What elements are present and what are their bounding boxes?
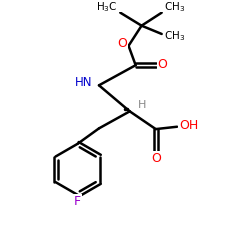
Text: O: O bbox=[158, 58, 167, 70]
Text: OH: OH bbox=[179, 119, 198, 132]
Text: O: O bbox=[151, 152, 161, 165]
Text: H: H bbox=[138, 100, 146, 110]
Text: F: F bbox=[74, 195, 81, 208]
Text: HN: HN bbox=[75, 76, 92, 89]
Text: CH$_3$: CH$_3$ bbox=[164, 0, 185, 14]
Text: O: O bbox=[117, 37, 127, 50]
Text: CH$_3$: CH$_3$ bbox=[164, 30, 185, 43]
Text: H$_3$C: H$_3$C bbox=[96, 0, 118, 14]
